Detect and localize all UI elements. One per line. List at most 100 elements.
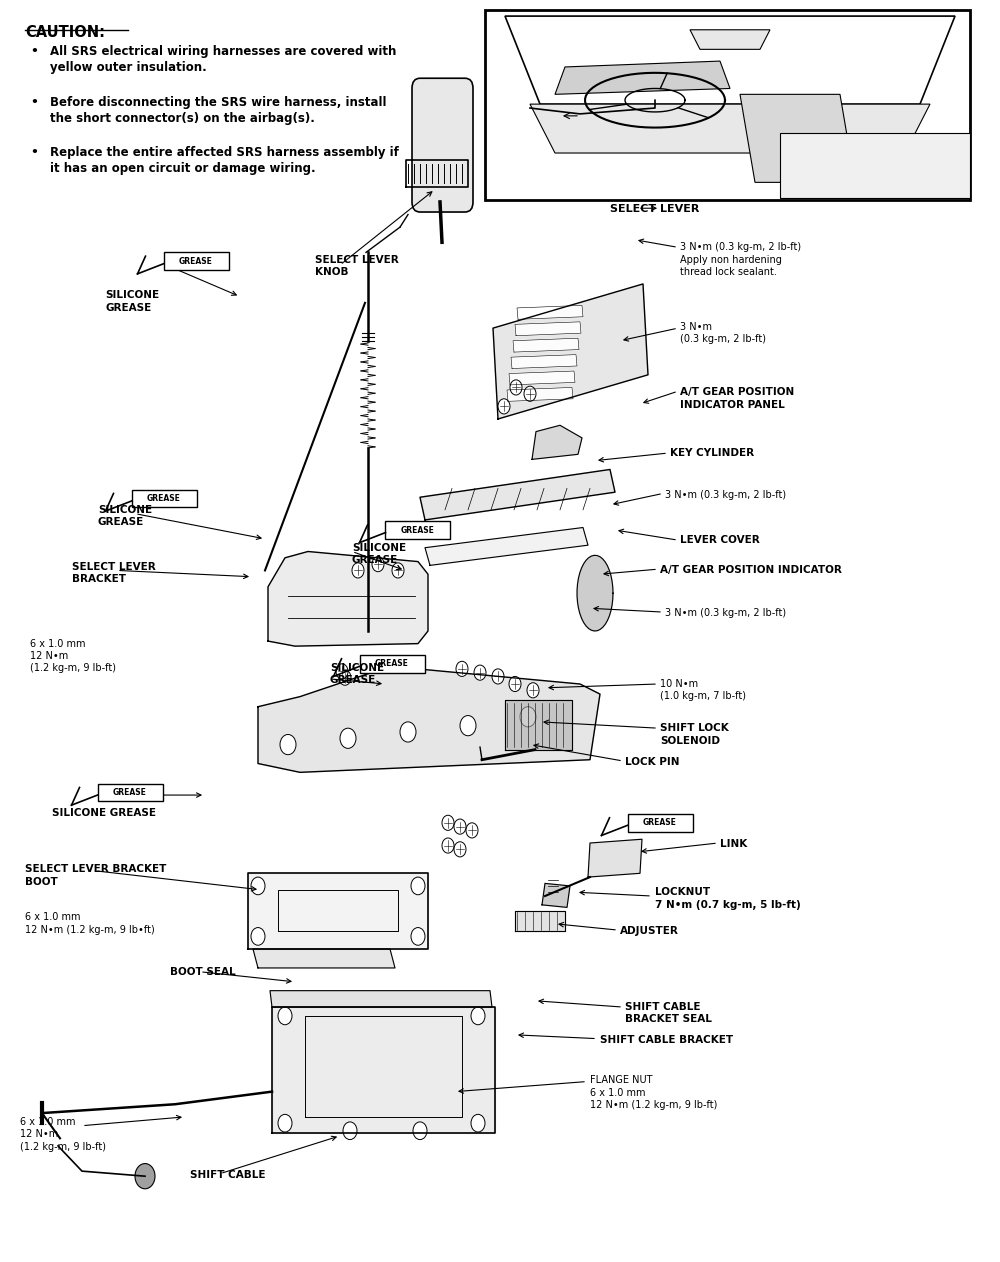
Text: 3 N•m (0.3 kg-m, 2 lb-ft): 3 N•m (0.3 kg-m, 2 lb-ft)	[665, 608, 786, 618]
Circle shape	[454, 842, 466, 857]
Polygon shape	[690, 30, 770, 49]
Text: •: •	[30, 146, 38, 159]
Circle shape	[352, 563, 364, 578]
Text: SHIFT LOCK
SOLENOID: SHIFT LOCK SOLENOID	[660, 723, 729, 746]
Polygon shape	[532, 425, 582, 459]
Circle shape	[280, 734, 296, 755]
Text: 6 x 1.0 mm
12 N•m
(1.2 kg-m, 9 lb-ft): 6 x 1.0 mm 12 N•m (1.2 kg-m, 9 lb-ft)	[30, 639, 116, 674]
Text: LOCK PIN: LOCK PIN	[625, 757, 680, 767]
Text: 3 N•m
(0.3 kg-m, 2 lb-ft): 3 N•m (0.3 kg-m, 2 lb-ft)	[680, 322, 766, 345]
Polygon shape	[740, 95, 855, 183]
Circle shape	[474, 665, 486, 680]
Text: GREASE: GREASE	[401, 525, 435, 535]
Text: SELECT LEVER
BRACKET: SELECT LEVER BRACKET	[72, 562, 156, 584]
Circle shape	[413, 1122, 427, 1140]
Polygon shape	[780, 134, 970, 198]
Text: GREASE: GREASE	[179, 256, 213, 266]
Polygon shape	[268, 551, 428, 646]
Circle shape	[454, 819, 466, 834]
Bar	[385, 521, 450, 539]
Text: A/T GEAR POSITION
INDICATOR PANEL: A/T GEAR POSITION INDICATOR PANEL	[680, 387, 794, 410]
Text: SHIFT CABLE: SHIFT CABLE	[190, 1170, 266, 1180]
Text: SELECT LEVER BRACKET
BOOT: SELECT LEVER BRACKET BOOT	[25, 864, 166, 887]
Circle shape	[411, 877, 425, 895]
Bar	[98, 784, 162, 801]
Polygon shape	[248, 873, 428, 949]
Circle shape	[278, 1114, 292, 1132]
Polygon shape	[588, 839, 642, 877]
Circle shape	[520, 707, 536, 727]
Text: GREASE: GREASE	[147, 493, 181, 504]
Text: Replace the entire affected SRS harness assembly if
it has an open circuit or da: Replace the entire affected SRS harness …	[50, 146, 399, 175]
Text: SHIFT CABLE
BRACKET SEAL: SHIFT CABLE BRACKET SEAL	[625, 1002, 712, 1025]
Text: SELECT LEVER: SELECT LEVER	[610, 204, 699, 215]
Circle shape	[372, 557, 384, 572]
Text: SILICONE
GREASE: SILICONE GREASE	[352, 543, 406, 565]
Polygon shape	[270, 991, 492, 1007]
Text: •: •	[30, 45, 38, 58]
Bar	[164, 252, 228, 270]
Text: SILICONE
GREASE: SILICONE GREASE	[330, 663, 384, 685]
Polygon shape	[509, 371, 575, 385]
Text: •: •	[30, 96, 38, 109]
Bar	[360, 655, 425, 673]
Circle shape	[524, 386, 536, 401]
Circle shape	[400, 722, 416, 742]
Text: BOOT SEAL: BOOT SEAL	[170, 967, 236, 977]
Text: 10 N•m
(1.0 kg-m, 7 lb-ft): 10 N•m (1.0 kg-m, 7 lb-ft)	[660, 679, 746, 702]
Circle shape	[471, 1007, 485, 1025]
Text: LEVER COVER: LEVER COVER	[680, 535, 760, 545]
Text: SILICONE
GREASE: SILICONE GREASE	[98, 505, 152, 528]
Circle shape	[442, 838, 454, 853]
Bar	[132, 490, 196, 507]
Polygon shape	[515, 911, 565, 931]
Circle shape	[135, 1164, 155, 1189]
Text: SILICONE GREASE: SILICONE GREASE	[52, 808, 156, 818]
Circle shape	[343, 1122, 357, 1140]
Text: ADJUSTER: ADJUSTER	[620, 926, 679, 936]
Polygon shape	[511, 355, 577, 369]
Text: CAUTION:: CAUTION:	[25, 25, 105, 40]
Text: GREASE: GREASE	[643, 818, 677, 828]
Text: Before disconnecting the SRS wire harness, install
the short connector(s) on the: Before disconnecting the SRS wire harnes…	[50, 96, 386, 125]
Text: 3 N•m (0.3 kg-m, 2 lb-ft)
Apply non hardening
thread lock sealant.: 3 N•m (0.3 kg-m, 2 lb-ft) Apply non hard…	[680, 242, 801, 278]
Text: All SRS electrical wiring harnesses are covered with
yellow outer insulation.: All SRS electrical wiring harnesses are …	[50, 45, 396, 74]
Circle shape	[527, 683, 539, 698]
Text: 6 x 1.0 mm
12 N•m
(1.2 kg-m, 9 lb-ft): 6 x 1.0 mm 12 N•m (1.2 kg-m, 9 lb-ft)	[20, 1117, 106, 1152]
Circle shape	[492, 669, 504, 684]
Text: 6 x 1.0 mm
12 N•m (1.2 kg-m, 9 lb•ft): 6 x 1.0 mm 12 N•m (1.2 kg-m, 9 lb•ft)	[25, 912, 155, 935]
Text: LOCKNUT
7 N•m (0.7 kg-m, 5 lb-ft): LOCKNUT 7 N•m (0.7 kg-m, 5 lb-ft)	[655, 887, 801, 910]
Polygon shape	[517, 305, 583, 319]
Polygon shape	[493, 284, 648, 419]
Polygon shape	[420, 469, 615, 520]
Text: A/T GEAR POSITION INDICATOR: A/T GEAR POSITION INDICATOR	[660, 565, 842, 575]
Polygon shape	[507, 387, 573, 401]
Text: SHIFT CABLE BRACKET: SHIFT CABLE BRACKET	[600, 1035, 733, 1045]
Circle shape	[498, 399, 510, 414]
Text: SELECT LEVER
KNOB: SELECT LEVER KNOB	[315, 255, 399, 278]
Bar	[628, 814, 693, 832]
Polygon shape	[425, 528, 588, 565]
Polygon shape	[515, 322, 581, 336]
Polygon shape	[505, 16, 955, 105]
Polygon shape	[253, 949, 395, 968]
Text: GREASE: GREASE	[113, 787, 147, 798]
Circle shape	[471, 1114, 485, 1132]
Circle shape	[442, 815, 454, 830]
Polygon shape	[577, 555, 613, 631]
Circle shape	[509, 676, 521, 692]
Circle shape	[456, 661, 468, 676]
Text: 3 N•m (0.3 kg-m, 2 lb-ft): 3 N•m (0.3 kg-m, 2 lb-ft)	[665, 490, 786, 500]
Polygon shape	[513, 338, 579, 352]
Circle shape	[251, 877, 265, 895]
Polygon shape	[505, 700, 572, 750]
Polygon shape	[258, 666, 600, 772]
Circle shape	[278, 1007, 292, 1025]
Text: LINK: LINK	[720, 839, 747, 849]
Circle shape	[336, 664, 348, 679]
Text: FLANGE NUT
6 x 1.0 mm
12 N•m (1.2 kg-m, 9 lb-ft): FLANGE NUT 6 x 1.0 mm 12 N•m (1.2 kg-m, …	[590, 1075, 717, 1111]
Circle shape	[460, 716, 476, 736]
Polygon shape	[530, 105, 930, 153]
Text: KEY CYLINDER: KEY CYLINDER	[670, 448, 754, 458]
Polygon shape	[542, 883, 570, 907]
